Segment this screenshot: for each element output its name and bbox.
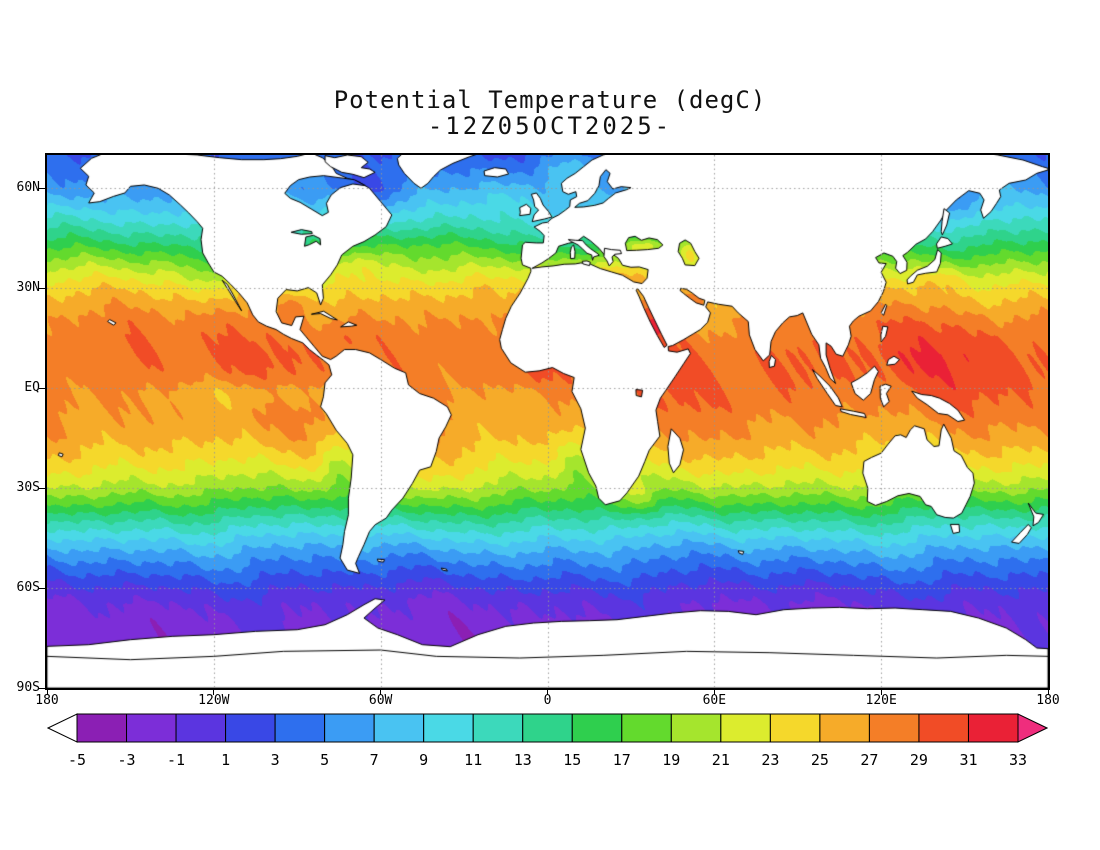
colorbar-segment-1-3 (225, 713, 276, 743)
colorbar-segment-5-7 (324, 713, 375, 743)
colorbar-label-13: 13 (514, 751, 532, 769)
colorbar-segment-7-9 (373, 713, 425, 743)
colorbar-segment-17-19 (621, 713, 672, 743)
lon-tick-label-180-180: 180 (1036, 693, 1060, 708)
lon-tick--60 (380, 690, 382, 695)
colorbar-label-3: 3 (271, 751, 280, 769)
lat-tick-label-30N: 30N (16, 280, 40, 296)
lon-tick-label-120E-120: 120E (865, 693, 897, 708)
colorbar-label--5: -5 (68, 751, 86, 769)
colorbar-label-5: 5 (320, 751, 329, 769)
colorbar-segment-23-25 (769, 713, 821, 743)
colorbar-label-11: 11 (464, 751, 482, 769)
colorbar-label-17: 17 (613, 751, 631, 769)
lon-tick-label-60W--60: 60W (368, 693, 393, 708)
lon-tick-label-60E-60: 60E (702, 693, 727, 708)
lon-tick-label-0-0: 0 (543, 693, 552, 708)
plot-title: Potential Temperature (degC) (333, 86, 767, 114)
colorbar-label-21: 21 (712, 751, 730, 769)
colorbar-segment--5--3 (76, 713, 128, 743)
colorbar-segment--3--1 (126, 713, 177, 743)
colorbar-label-25: 25 (811, 751, 829, 769)
lat-tick-30N (39, 287, 45, 289)
colorbar-under-arrow (46, 713, 78, 743)
colorbar-label-33: 33 (1009, 751, 1027, 769)
lat-tick-label-60N: 60N (16, 180, 40, 196)
lon-tick-180 (1047, 690, 1049, 695)
colorbar-segment-11-13 (472, 713, 524, 743)
lat-tick-60N (39, 187, 45, 189)
colorbar-segment-19-21 (670, 713, 722, 743)
lat-tick-EQ (39, 387, 45, 389)
lon-tick-label-180--180: 180 (35, 693, 59, 708)
lat-tick-60S (39, 587, 45, 589)
colorbar-label-15: 15 (563, 751, 581, 769)
lon-tick-0 (547, 690, 548, 695)
lat-tick-90S (39, 687, 45, 689)
lon-tick-120 (880, 690, 882, 695)
lon-tick-60 (713, 690, 715, 695)
lon-tick--120 (213, 690, 215, 695)
plot-subtitle: -12Z05OCT2025- (427, 112, 673, 140)
colorbar-segment-27-29 (868, 713, 920, 743)
colorbar-segment-25-27 (819, 713, 870, 743)
colorbar-segment--1-1 (175, 713, 227, 743)
colorbar-label--3: -3 (117, 751, 135, 769)
lon-tick-label-120W--120: 120W (198, 693, 230, 708)
colorbar-over-arrow (1017, 713, 1049, 743)
colorbar-label-23: 23 (761, 751, 779, 769)
colorbar-segment-31-33 (967, 713, 1019, 743)
colorbar-segment-15-17 (571, 713, 623, 743)
lat-tick-label-60S: 60S (16, 580, 40, 596)
colorbar-label-27: 27 (860, 751, 878, 769)
map-frame (45, 153, 1050, 690)
colorbar-label-7: 7 (370, 751, 379, 769)
colorbar: -5 -3 -1 1 3 5 7 9 11 13 15 17 19 21 23 25 27 29 31 33 (46, 713, 1049, 779)
lat-tick-label-EQ: EQ (24, 380, 40, 396)
colorbar-label-9: 9 (419, 751, 428, 769)
lon-tick--180 (46, 690, 48, 695)
colorbar-segment-21-23 (720, 713, 771, 743)
colorbar-svg: -5 -3 -1 1 3 5 7 9 11 13 15 17 19 21 23 25 27 29 31 33 (46, 713, 1049, 769)
colorbar-segment-29-31 (918, 713, 969, 743)
colorbar-segment-13-15 (522, 713, 573, 743)
colorbar-segment-9-11 (423, 713, 474, 743)
colorbar-label--1: -1 (167, 751, 185, 769)
lat-tick-label-30S: 30S (16, 480, 40, 496)
colorbar-label-1: 1 (221, 751, 230, 769)
colorbar-label-31: 31 (959, 751, 977, 769)
colorbar-label-19: 19 (662, 751, 680, 769)
lat-tick-label-90S: 90S (16, 680, 40, 695)
lat-tick-30S (39, 487, 45, 489)
temperature-map-canvas (47, 155, 1048, 688)
colorbar-label-29: 29 (910, 751, 928, 769)
colorbar-segment-3-5 (274, 713, 326, 743)
